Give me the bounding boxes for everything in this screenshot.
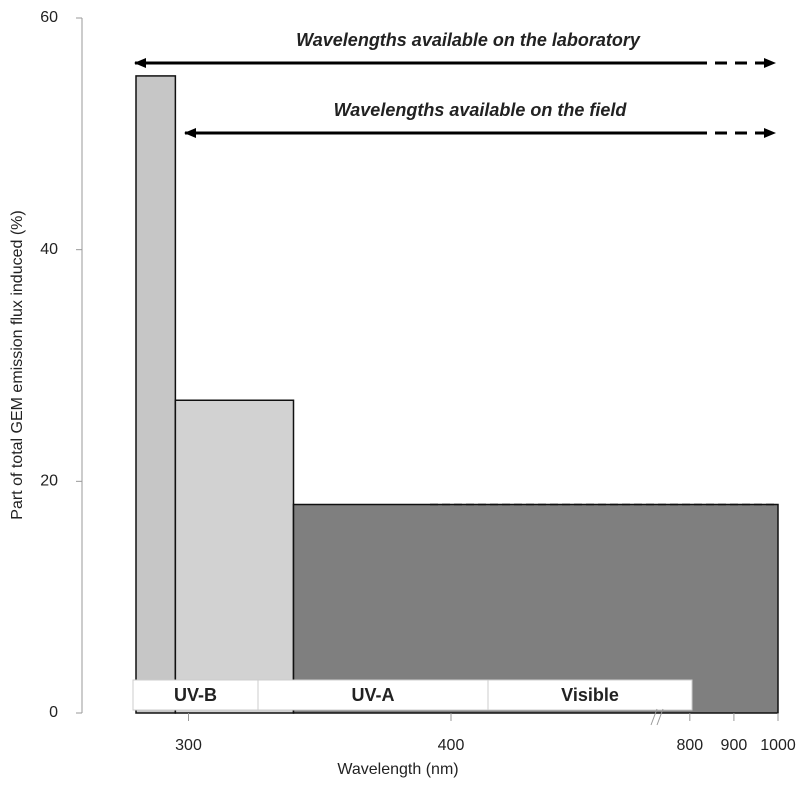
bar — [135, 75, 177, 714]
band-box — [487, 679, 693, 711]
y-tick-label: 40 — [40, 241, 58, 258]
x-tick-label: 800 — [676, 737, 703, 754]
x-tick-label: 300 — [175, 737, 202, 754]
y-axis-title: Part of total GEM emission flux induced … — [9, 210, 26, 519]
x-tick-label: 1000 — [760, 737, 796, 754]
band-label: UV-A — [351, 685, 394, 705]
y-tick-label: 20 — [40, 473, 58, 490]
band-label: Visible — [561, 685, 619, 705]
y-tick-label: 60 — [40, 9, 58, 26]
x-axis-title: Wavelength (nm) — [337, 761, 458, 778]
axis-break — [650, 708, 658, 726]
band-label: UV-B — [174, 685, 217, 705]
band-box — [257, 679, 489, 711]
bar — [174, 399, 295, 714]
x-tick-label: 400 — [438, 737, 465, 754]
annotation: Wavelengths available on the laboratory — [296, 30, 641, 50]
x-tick-label: 900 — [721, 737, 748, 754]
y-tick-label: 0 — [49, 704, 58, 721]
axis-break — [656, 708, 664, 726]
bar — [292, 503, 779, 714]
annotation: Wavelengths available on the field — [334, 100, 628, 120]
